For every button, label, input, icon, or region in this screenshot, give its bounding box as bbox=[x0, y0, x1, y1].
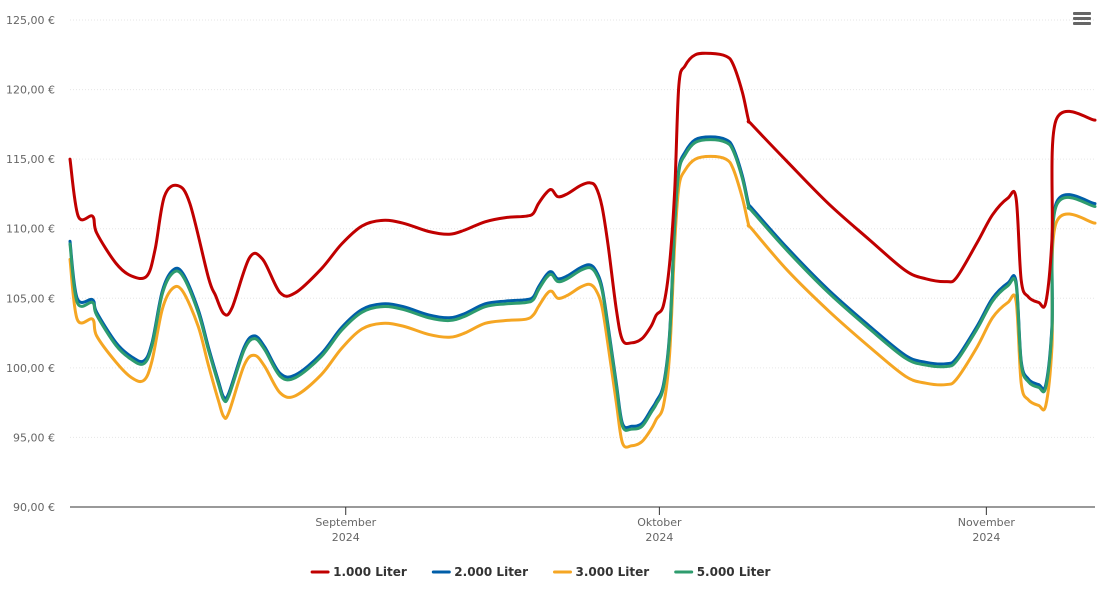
legend-label: 3.000 Liter bbox=[576, 565, 650, 579]
y-tick-label: 90,00 € bbox=[13, 501, 55, 514]
x-axis: September 2024 Oktober 2024 November 2024 bbox=[70, 506, 1095, 544]
y-tick-label: 110,00 € bbox=[6, 223, 55, 236]
legend-item[interactable]: 2.000 Liter bbox=[431, 565, 528, 579]
x-tick-year: 2024 bbox=[332, 531, 360, 544]
legend-label: 2.000 Liter bbox=[454, 565, 528, 579]
x-tick-year: 2024 bbox=[645, 531, 673, 544]
x-tick-month: November bbox=[958, 516, 1016, 529]
y-tick-label: 95,00 € bbox=[13, 431, 55, 444]
series-line bbox=[68, 154, 1097, 449]
series-line bbox=[68, 138, 1097, 432]
legend-item[interactable]: 3.000 Liter bbox=[553, 565, 650, 579]
legend-item[interactable]: 5.000 Liter bbox=[674, 565, 771, 579]
y-tick-label: 120,00 € bbox=[6, 84, 55, 97]
series-lines bbox=[68, 51, 1097, 449]
chart-menu-icon[interactable] bbox=[1071, 12, 1093, 32]
y-tick-label: 100,00 € bbox=[6, 362, 55, 375]
y-tick-label: 105,00 € bbox=[6, 292, 55, 305]
legend-label: 5.000 Liter bbox=[697, 565, 771, 579]
x-tick-year: 2024 bbox=[972, 531, 1000, 544]
x-tick-month: Oktober bbox=[637, 516, 682, 529]
y-tick-label: 115,00 € bbox=[6, 153, 55, 166]
series-line bbox=[68, 51, 1097, 346]
legend: 1.000 Liter 2.000 Liter 3.000 Liter 5.000 L… bbox=[310, 565, 771, 579]
grid-lines bbox=[70, 19, 1095, 438]
x-tick-month: September bbox=[315, 516, 376, 529]
legend-item[interactable]: 1.000 Liter bbox=[310, 565, 407, 579]
y-axis: 125,00 € 120,00 € 115,00 € 110,00 € 105,00 €… bbox=[6, 14, 55, 514]
y-tick-label: 125,00 € bbox=[6, 14, 55, 27]
legend-label: 1.000 Liter bbox=[333, 565, 407, 579]
